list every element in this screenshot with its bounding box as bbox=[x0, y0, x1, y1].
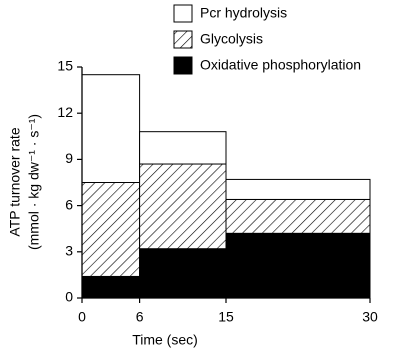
bar-segment bbox=[139, 131, 227, 165]
bar-segment bbox=[81, 182, 141, 277]
bar-segment bbox=[139, 248, 227, 299]
legend-label: Glycolysis bbox=[200, 31, 263, 47]
y-axis-label-line: ATP turnover rate bbox=[7, 127, 23, 236]
y-axis-label-line: (mmol · kg dw⁻¹ · s⁻¹) bbox=[26, 114, 42, 250]
legend-swatch bbox=[173, 4, 193, 23]
bar-segment bbox=[225, 232, 371, 299]
y-tick-label: 15 bbox=[57, 58, 73, 74]
bar-segment bbox=[139, 163, 227, 250]
y-axis-label: ATP turnover rate (mmol · kg dw⁻¹ · s⁻¹) bbox=[7, 114, 42, 250]
legend-swatch bbox=[173, 56, 193, 75]
x-tick-label: 0 bbox=[78, 309, 86, 325]
x-tick-label: 6 bbox=[136, 309, 144, 325]
y-tick-label: 12 bbox=[57, 104, 73, 120]
bar-segment bbox=[81, 74, 141, 183]
x-tick-label: 15 bbox=[218, 309, 234, 325]
legend-label: Pcr hydrolysis bbox=[200, 5, 287, 21]
legend-label: Oxidative phosphorylation bbox=[200, 57, 361, 73]
bar-segment bbox=[225, 198, 371, 234]
y-tick-label: 3 bbox=[65, 243, 73, 259]
legend-swatch bbox=[173, 30, 193, 49]
x-axis-label: Time (sec) bbox=[132, 332, 198, 348]
y-tick-label: 0 bbox=[65, 289, 73, 305]
bar-segment bbox=[225, 178, 371, 200]
y-tick-label: 6 bbox=[65, 196, 73, 212]
y-tick-label: 9 bbox=[65, 150, 73, 166]
bar-segment bbox=[81, 275, 141, 299]
x-tick-label: 30 bbox=[362, 309, 378, 325]
